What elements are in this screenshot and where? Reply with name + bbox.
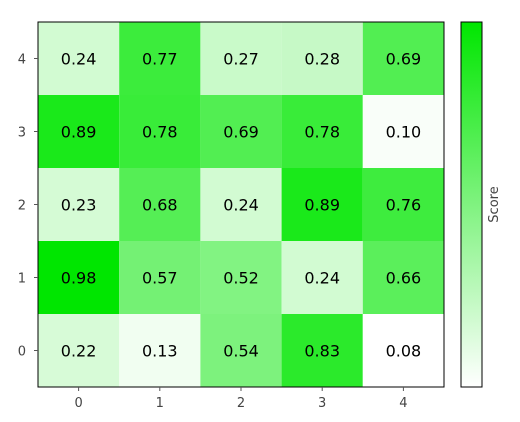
heatmap-cell [38,168,120,241]
x-tick-label: 1 [156,396,164,411]
cell-value-label: 0.08 [386,342,422,361]
cell-value-label: 0.78 [304,123,340,142]
heatmap-cell [119,22,201,95]
heatmap-cell [119,95,201,168]
heatmap-cell [200,95,282,168]
x-axis: 0 1 2 3 4 [74,387,408,411]
cell-value-label: 0.76 [386,196,422,215]
heatmap-cell [281,95,363,168]
cell-value-label: 0.89 [304,196,340,215]
y-tick-label: 4 [18,53,26,68]
cell-value-label: 0.13 [142,342,178,361]
y-tick-label: 3 [18,126,26,141]
heatmap-cell [119,314,201,387]
x-tick-label: 0 [74,396,82,411]
cell-value-label: 0.27 [223,50,259,69]
heatmap-cell [119,241,201,314]
colorbar-label: Score [487,186,502,222]
cell-value-label: 0.28 [304,50,340,69]
heatmap-cell [200,314,282,387]
x-tick-label: 2 [237,396,245,411]
cell-value-label: 0.83 [304,342,340,361]
heatmap-cell [38,314,120,387]
cell-value-label: 0.78 [142,123,178,142]
cell-value-label: 0.77 [142,50,178,69]
heatmap-cell [281,314,363,387]
heatmap-cells: 0.22 0.13 0.54 0.83 0.08 0.98 0.57 0.52 0.24 0.66… [38,22,444,387]
y-tick-label: 2 [18,199,26,214]
heatmap-cell [200,22,282,95]
heatmap-cell [200,241,282,314]
cell-value-label: 0.52 [223,269,259,288]
cell-value-label: 0.89 [61,123,97,142]
cell-value-label: 0.68 [142,196,178,215]
cell-value-label: 0.98 [61,269,97,288]
cell-value-label: 0.24 [223,196,259,215]
heatmap-cell [281,168,363,241]
heatmap-cell [200,168,282,241]
heatmap-cell [38,22,120,95]
y-tick-label: 0 [18,345,26,360]
colorbar [460,21,483,388]
cell-value-label: 0.69 [386,50,422,69]
heatmap-cell [362,241,444,314]
heatmap-cell [281,241,363,314]
cell-value-label: 0.24 [61,50,97,69]
heatmap-cell [362,22,444,95]
heatmap-cell [362,314,444,387]
heatmap-cell [119,168,201,241]
cell-value-label: 0.69 [223,123,259,142]
cell-value-label: 0.24 [304,269,340,288]
y-tick-label: 1 [18,272,26,287]
cell-value-label: 0.66 [386,269,422,288]
cell-value-label: 0.22 [61,342,97,361]
x-tick-label: 4 [399,396,407,411]
heatmap-cell [38,241,120,314]
heatmap-cell [38,95,120,168]
cell-value-label: 0.10 [386,123,422,142]
y-axis: 0 1 2 3 4 [18,53,38,360]
heatmap-cell [281,22,363,95]
heatmap-cell [362,168,444,241]
x-tick-label: 3 [318,396,326,411]
cell-value-label: 0.23 [61,196,97,215]
cell-value-label: 0.54 [223,342,259,361]
heatmap-cell [362,95,444,168]
cell-value-label: 0.57 [142,269,178,288]
